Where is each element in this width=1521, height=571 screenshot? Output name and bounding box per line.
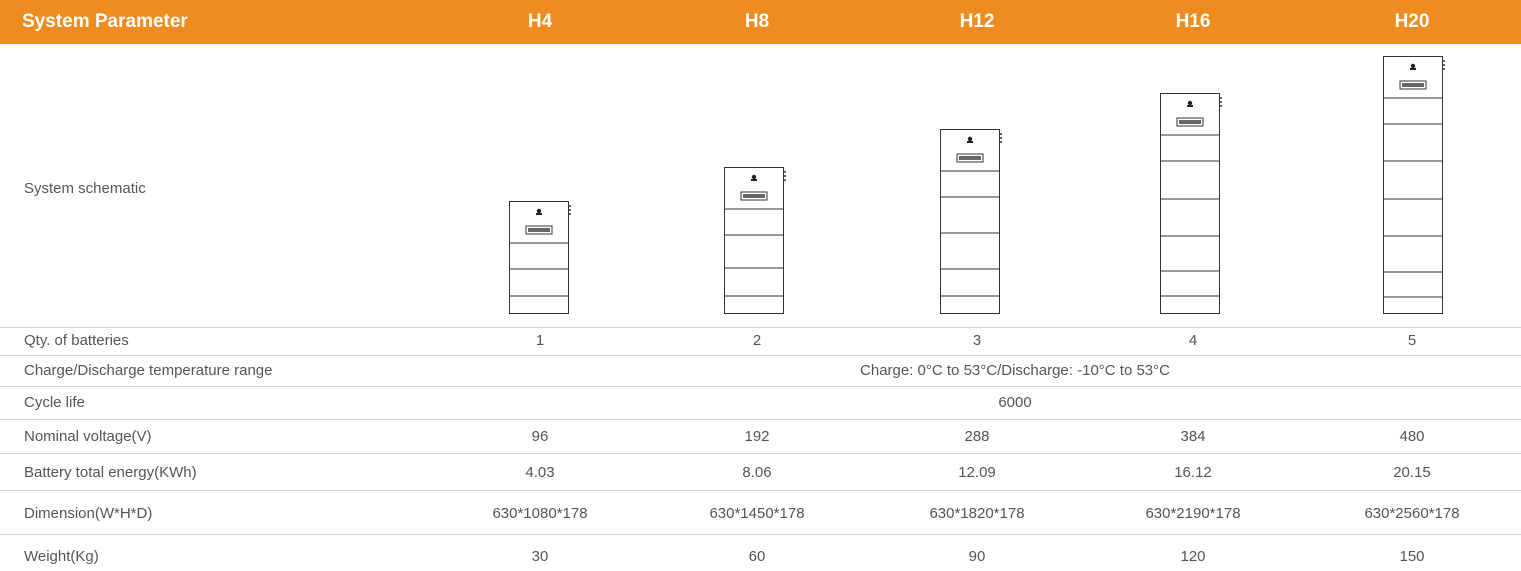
voltage-h16-value: 384	[1180, 428, 1206, 445]
weight-h20-value: 150	[1399, 548, 1425, 565]
weight-label: Weight(Kg)	[24, 548, 99, 565]
voltage-h20-value: 480	[1399, 428, 1425, 445]
dimension-h16-value: 630*2190*178	[1145, 505, 1241, 522]
row-divider	[0, 419, 1521, 420]
total-energy-label: Battery total energy(KWh)	[24, 464, 197, 481]
system-parameter-heading: System Parameter	[22, 11, 188, 32]
dimension-h4-value: 630*1080*178	[492, 505, 588, 522]
system-schematic-label: System schematic	[24, 180, 146, 197]
voltage-h8-value: 192	[744, 428, 770, 445]
battery-stack-h12-image	[940, 129, 1004, 315]
battery-stack-h16-image	[1160, 93, 1224, 315]
row-divider	[0, 386, 1521, 387]
row-divider	[0, 327, 1521, 328]
dimension-h20-value: 630*2560*178	[1364, 505, 1460, 522]
row-divider	[0, 355, 1521, 356]
dimension-h12-value: 630*1820*178	[929, 505, 1025, 522]
voltage-h12-value: 288	[964, 428, 990, 445]
model-h8-heading: H8	[744, 11, 770, 32]
model-h12-heading: H12	[959, 11, 995, 32]
energy-h20-value: 20.15	[1393, 464, 1431, 481]
qty-h12-value: 3	[972, 332, 982, 349]
energy-h16-value: 16.12	[1174, 464, 1212, 481]
weight-h16-value: 120	[1180, 548, 1206, 565]
weight-h4-value: 30	[531, 548, 549, 565]
row-divider	[0, 453, 1521, 454]
model-h16-heading: H16	[1175, 11, 1211, 32]
weight-h12-value: 90	[968, 548, 986, 565]
qty-h20-value: 5	[1407, 332, 1417, 349]
row-divider	[0, 490, 1521, 491]
dimension-label: Dimension(W*H*D)	[24, 505, 153, 522]
model-h4-heading: H4	[527, 11, 553, 32]
qty-batteries-label: Qty. of batteries	[24, 332, 129, 349]
qty-h4-value: 1	[535, 332, 545, 349]
battery-stack-h20-image	[1383, 56, 1447, 315]
spec-table-header: System Parameter H4 H8 H12 H16 H20	[0, 0, 1521, 44]
cycle-life-label: Cycle life	[24, 394, 85, 411]
energy-h12-value: 12.09	[958, 464, 996, 481]
temperature-range-value: Charge: 0°C to 53°C/Discharge: -10°C to …	[860, 362, 1170, 379]
battery-stack-h4-image	[509, 201, 573, 315]
voltage-h4-value: 96	[531, 428, 549, 445]
energy-h8-value: 8.06	[742, 464, 772, 481]
dimension-h8-value: 630*1450*178	[709, 505, 805, 522]
weight-h8-value: 60	[748, 548, 766, 565]
qty-h16-value: 4	[1188, 332, 1198, 349]
row-divider	[0, 534, 1521, 535]
battery-stack-h8-image	[724, 167, 788, 315]
nominal-voltage-label: Nominal voltage(V)	[24, 428, 152, 445]
temperature-range-label: Charge/Discharge temperature range	[24, 362, 273, 379]
model-h20-heading: H20	[1394, 11, 1430, 32]
qty-h8-value: 2	[752, 332, 762, 349]
cycle-life-value: 6000	[998, 394, 1032, 411]
energy-h4-value: 4.03	[525, 464, 555, 481]
